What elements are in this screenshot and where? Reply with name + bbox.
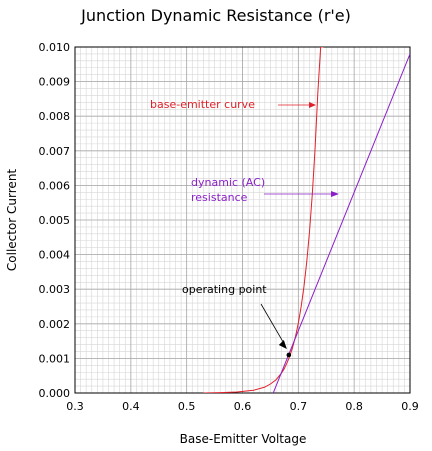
chart-title: Junction Dynamic Resistance (r'e)	[80, 6, 351, 25]
y-tick-label: 0.002	[39, 318, 71, 331]
series-line-base-emitter-curve	[203, 47, 324, 393]
annotation-dynamic-resistance-line2: resistance	[191, 191, 248, 204]
x-tick-label: 0.6	[234, 400, 252, 413]
grid	[74, 46, 411, 394]
arrow-head-operating-point	[278, 339, 287, 349]
ticks: 0.3 0.4 0.5 0.6 0.7 0.8 0.9 0.000 0.001 0.002 0.00…	[39, 41, 419, 413]
x-tick-label: 0.8	[345, 400, 363, 413]
x-tick-label: 0.3	[66, 400, 84, 413]
y-tick-label: 0.003	[39, 283, 71, 296]
operating-point-marker	[286, 352, 292, 358]
x-tick-label: 0.7	[290, 400, 308, 413]
y-tick-label: 0.008	[39, 110, 71, 123]
arrow-head-dynamic-resistance	[331, 191, 339, 197]
x-axis-label: Base-Emitter Voltage	[180, 432, 307, 446]
annotation-operating-point: operating point	[182, 283, 267, 296]
y-tick-label: 0.009	[39, 76, 71, 89]
y-tick-label: 0.007	[39, 145, 71, 158]
arrow-line-operating-point	[260, 303, 286, 346]
x-tick-label: 0.5	[178, 400, 196, 413]
annotation-layer: base-emitter curve dynamic (AC) resistance…	[150, 98, 339, 358]
y-tick-label: 0.010	[39, 41, 71, 54]
annotation-base-emitter-curve: base-emitter curve	[150, 98, 255, 111]
y-tick-label: 0.006	[39, 179, 71, 192]
y-tick-label: 0.005	[39, 214, 71, 227]
y-tick-label: 0.004	[39, 249, 71, 262]
y-axis-label: Collector Current	[5, 169, 19, 272]
y-tick-label: 0.000	[39, 387, 71, 400]
y-tick-label: 0.001	[39, 352, 71, 365]
x-tick-label: 0.4	[122, 400, 140, 413]
x-tick-label: 0.9	[401, 400, 419, 413]
annotation-dynamic-resistance: dynamic (AC)	[191, 176, 265, 189]
plot-frame	[74, 46, 411, 394]
series-line-dynamic-resistance	[272, 53, 410, 393]
arrow-head-base-emitter	[309, 102, 316, 108]
series-layer	[203, 47, 410, 393]
